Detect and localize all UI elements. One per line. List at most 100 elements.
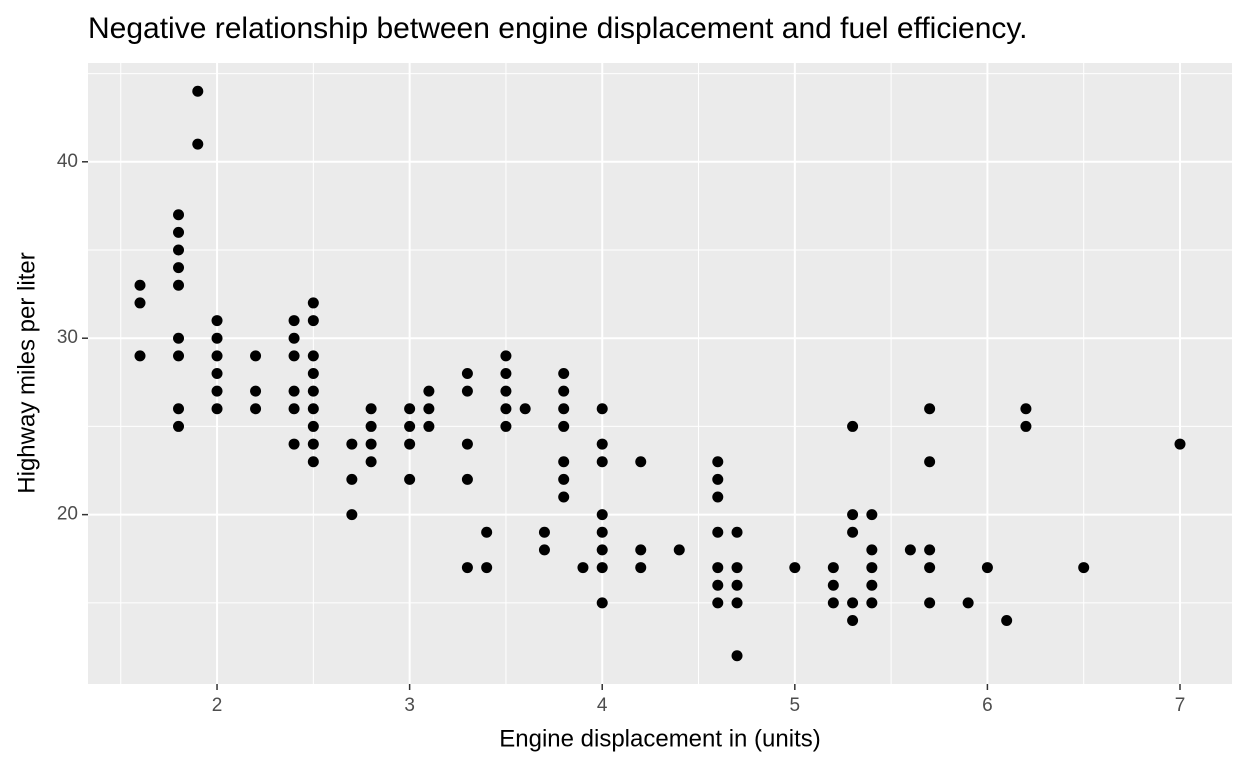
point bbox=[173, 226, 185, 238]
point bbox=[211, 403, 223, 415]
point bbox=[365, 456, 377, 468]
chart-title: Negative relationship between engine dis… bbox=[88, 12, 1028, 45]
point bbox=[288, 438, 300, 450]
x-tick-label: 7 bbox=[1175, 695, 1186, 716]
point bbox=[365, 438, 377, 450]
point bbox=[1020, 403, 1032, 415]
point bbox=[1001, 614, 1013, 626]
y-tick-label: 30 bbox=[57, 327, 78, 348]
point bbox=[558, 491, 570, 503]
point bbox=[789, 562, 801, 574]
point bbox=[847, 526, 859, 538]
point bbox=[346, 473, 358, 485]
x-axis-label: Engine displacement in (units) bbox=[499, 725, 821, 752]
point bbox=[866, 562, 878, 574]
point bbox=[1078, 562, 1090, 574]
point bbox=[423, 420, 435, 432]
point bbox=[307, 420, 319, 432]
point bbox=[827, 597, 839, 609]
point bbox=[538, 526, 550, 538]
point bbox=[635, 544, 647, 556]
point bbox=[596, 562, 608, 574]
point bbox=[192, 138, 204, 150]
point bbox=[346, 509, 358, 521]
point bbox=[423, 385, 435, 397]
panel bbox=[88, 63, 1232, 684]
point bbox=[307, 438, 319, 450]
point bbox=[712, 456, 724, 468]
point bbox=[712, 491, 724, 503]
y-tick-label: 40 bbox=[57, 151, 78, 172]
point bbox=[924, 403, 936, 415]
point bbox=[558, 385, 570, 397]
x-tick-label: 2 bbox=[212, 695, 223, 716]
point bbox=[134, 350, 146, 362]
point bbox=[558, 420, 570, 432]
point bbox=[307, 350, 319, 362]
point bbox=[558, 473, 570, 485]
point bbox=[731, 650, 743, 662]
point bbox=[173, 403, 185, 415]
point bbox=[596, 544, 608, 556]
point bbox=[596, 597, 608, 609]
point bbox=[404, 403, 416, 415]
point bbox=[461, 438, 473, 450]
point bbox=[250, 350, 262, 362]
point bbox=[500, 420, 512, 432]
point bbox=[288, 332, 300, 344]
point bbox=[596, 403, 608, 415]
point bbox=[712, 579, 724, 591]
point bbox=[866, 544, 878, 556]
point bbox=[847, 420, 859, 432]
point bbox=[500, 350, 512, 362]
point bbox=[134, 279, 146, 291]
point bbox=[981, 562, 993, 574]
point bbox=[924, 562, 936, 574]
point bbox=[847, 597, 859, 609]
y-tick-label: 20 bbox=[57, 504, 78, 525]
x-tick-label: 3 bbox=[404, 695, 415, 716]
point bbox=[173, 350, 185, 362]
point bbox=[731, 579, 743, 591]
point bbox=[211, 385, 223, 397]
point bbox=[731, 526, 743, 538]
point bbox=[307, 315, 319, 327]
point bbox=[712, 526, 724, 538]
point bbox=[712, 562, 724, 574]
point bbox=[962, 597, 974, 609]
point bbox=[211, 315, 223, 327]
point bbox=[558, 368, 570, 379]
point bbox=[307, 403, 319, 415]
point bbox=[173, 332, 185, 344]
point bbox=[866, 509, 878, 521]
point bbox=[173, 244, 185, 256]
point bbox=[288, 350, 300, 362]
point bbox=[481, 562, 493, 574]
point bbox=[596, 526, 608, 538]
point bbox=[500, 385, 512, 397]
point bbox=[134, 297, 146, 309]
point bbox=[365, 403, 377, 415]
point bbox=[173, 420, 185, 432]
point bbox=[712, 597, 724, 609]
point bbox=[500, 403, 512, 415]
y-axis-label: Highway miles per liter bbox=[13, 252, 40, 493]
point bbox=[173, 279, 185, 291]
point bbox=[173, 209, 185, 221]
point bbox=[461, 385, 473, 397]
x-tick-label: 4 bbox=[597, 695, 608, 716]
point bbox=[596, 456, 608, 468]
point bbox=[866, 597, 878, 609]
point bbox=[673, 544, 685, 556]
point bbox=[866, 579, 878, 591]
point bbox=[924, 544, 936, 556]
point bbox=[211, 332, 223, 344]
point bbox=[307, 456, 319, 468]
point bbox=[173, 262, 185, 274]
point bbox=[847, 614, 859, 626]
point bbox=[827, 579, 839, 591]
point bbox=[461, 473, 473, 485]
point bbox=[1174, 438, 1186, 450]
point bbox=[211, 368, 223, 379]
point bbox=[558, 403, 570, 415]
